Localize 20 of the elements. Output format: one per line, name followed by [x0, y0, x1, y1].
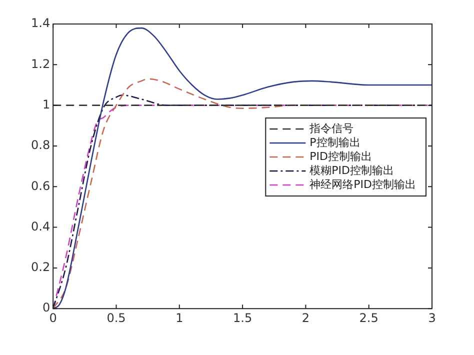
- x-tick-label: 1: [176, 310, 184, 325]
- x-tick-label: 0.5: [106, 310, 126, 325]
- y-tick-label: 0.8: [30, 138, 50, 152]
- y-tick-label: 1.4: [30, 16, 50, 30]
- y-tick-label: 1: [42, 97, 50, 112]
- y-tick-label: 0.4: [30, 219, 50, 234]
- legend-label: 模糊PID控制输出: [310, 164, 394, 177]
- x-tick-label: 1.5: [232, 310, 252, 325]
- y-tick-label: 0: [42, 300, 50, 315]
- y-tick-label: 0.6: [30, 178, 50, 193]
- legend-label: PID控制输出: [310, 150, 372, 163]
- x-tick-label: 2.5: [359, 310, 378, 325]
- legend-label: 指令信号: [308, 122, 354, 135]
- y-tick-label: 0.2: [30, 260, 50, 274]
- line-series: [53, 27, 432, 309]
- x-tick-label: 2: [302, 310, 310, 325]
- legend-label: 神经网络PID控制输出: [310, 178, 416, 191]
- legend-label: P控制输出: [310, 136, 360, 149]
- x-tick-label: 3: [428, 310, 436, 325]
- y-tick-label: 1.2: [30, 56, 50, 71]
